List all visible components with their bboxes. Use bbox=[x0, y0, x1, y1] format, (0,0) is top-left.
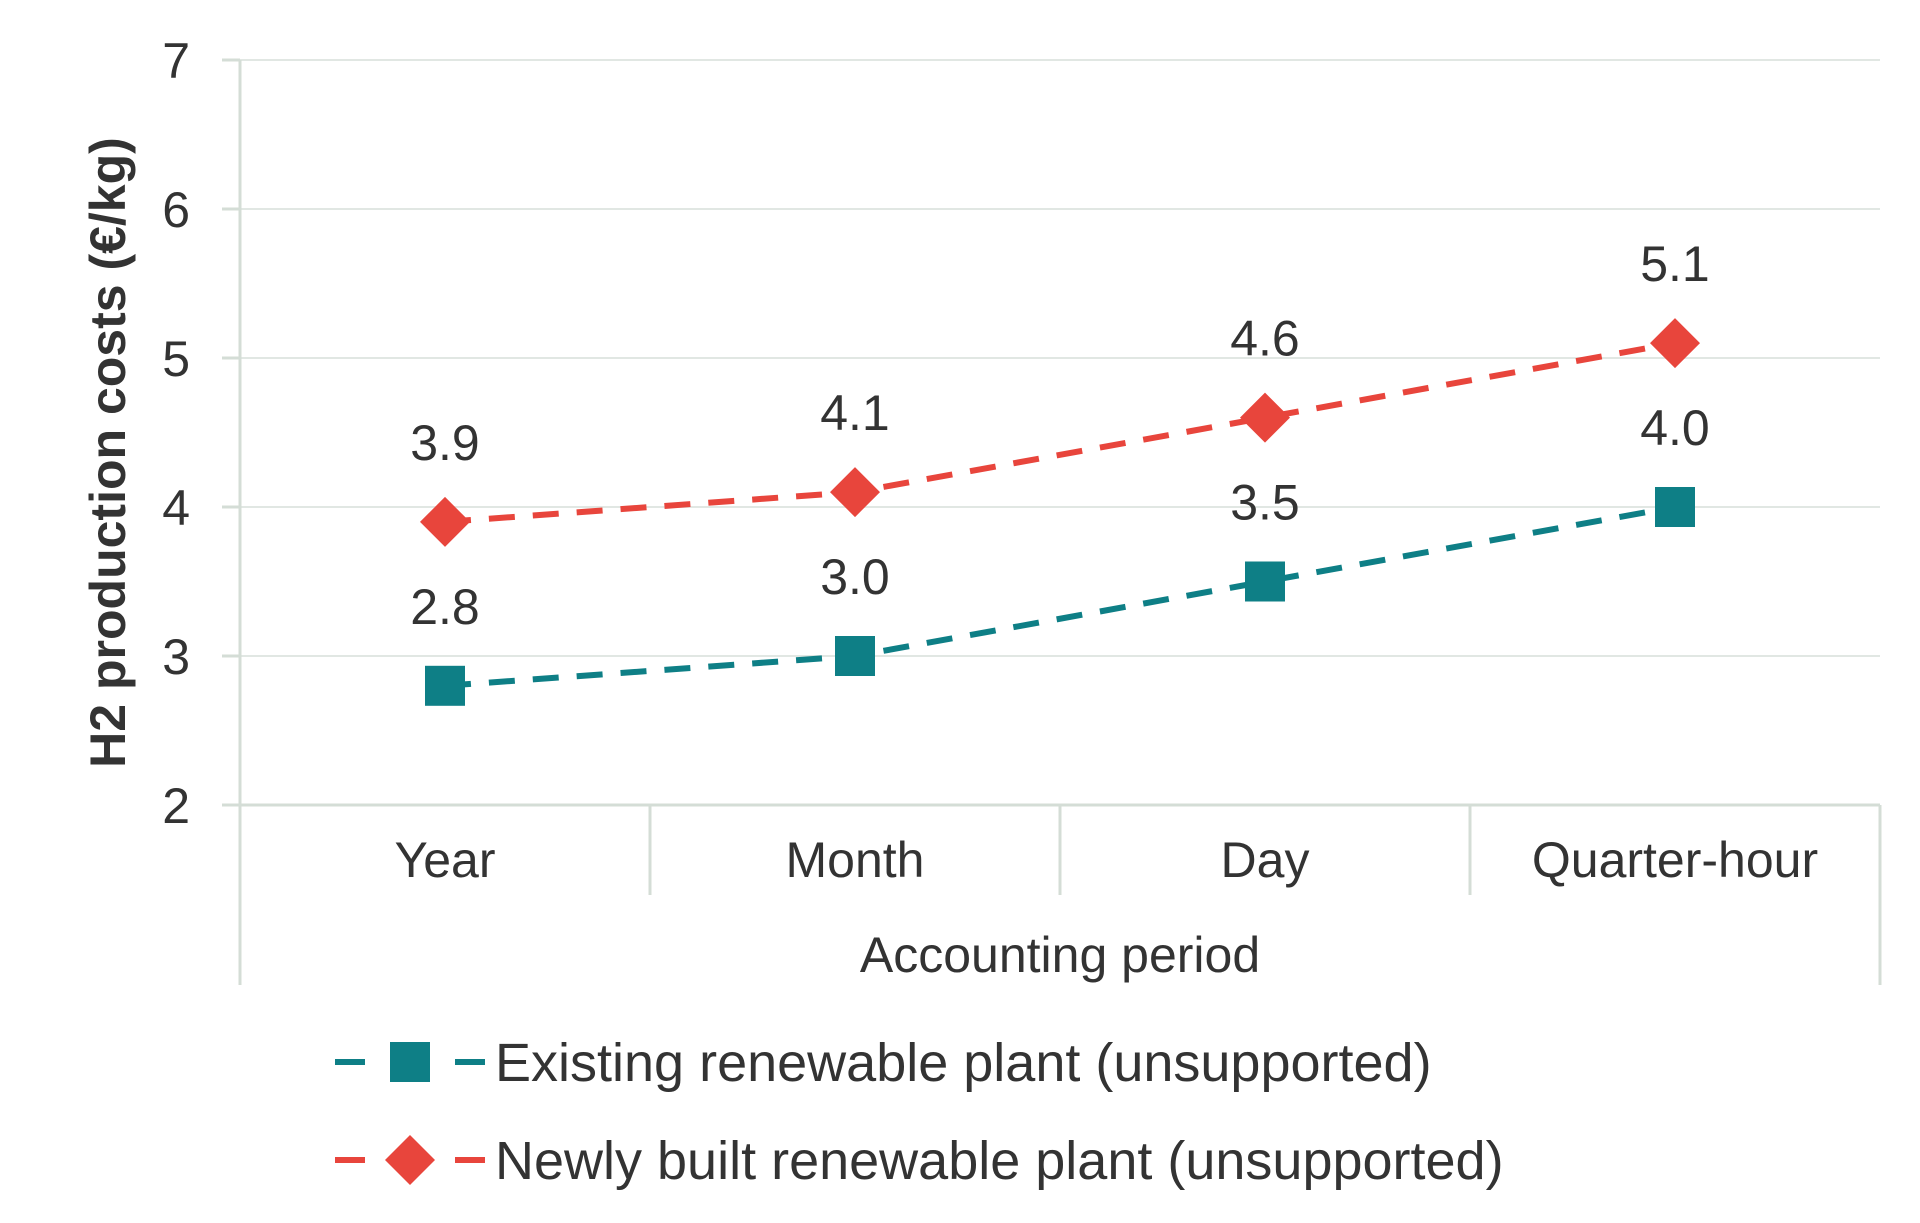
series-newly-built: 3.9 4.1 4.6 5.1 bbox=[410, 236, 1710, 547]
legend-item-existing: Existing renewable plant (unsupported) bbox=[335, 1033, 1432, 1093]
y-tick-label: 7 bbox=[162, 33, 190, 89]
data-label-newly-built: 4.6 bbox=[1230, 311, 1300, 367]
gridlines bbox=[240, 59, 1880, 657]
y-tick-label: 3 bbox=[162, 629, 190, 685]
data-point-existing bbox=[425, 665, 465, 706]
data-point-newly-built bbox=[1240, 392, 1290, 443]
series: 2.8 3.0 3.5 4.0 3.9 4.1 4.6 5.1 bbox=[410, 236, 1710, 706]
series-existing: 2.8 3.0 3.5 4.0 bbox=[410, 400, 1710, 706]
y-tick-label: 4 bbox=[162, 480, 190, 536]
x-axis-ticks: Year Month Day Quarter-hour bbox=[394, 832, 1818, 888]
data-point-existing bbox=[1655, 487, 1695, 527]
y-tick-label: 2 bbox=[162, 778, 190, 834]
axes bbox=[222, 58, 1882, 985]
data-point-newly-built bbox=[830, 467, 880, 518]
legend-marker bbox=[385, 1135, 435, 1185]
data-label-newly-built: 5.1 bbox=[1640, 236, 1710, 292]
y-tick-label: 6 bbox=[162, 182, 190, 238]
data-label-existing: 3.5 bbox=[1230, 475, 1300, 531]
data-label-newly-built: 3.9 bbox=[410, 415, 480, 471]
legend-marker bbox=[390, 1042, 430, 1082]
x-tick-label: Year bbox=[394, 832, 495, 888]
series-line-newly-built bbox=[444, 340, 1676, 525]
data-label-newly-built: 4.1 bbox=[820, 385, 890, 441]
x-tick-label: Month bbox=[786, 832, 925, 888]
data-label-existing: 2.8 bbox=[410, 579, 480, 635]
x-tick-label: Quarter-hour bbox=[1532, 832, 1818, 888]
legend-label: Existing renewable plant (unsupported) bbox=[495, 1033, 1432, 1093]
x-axis-title: Accounting period bbox=[860, 927, 1260, 983]
legend: Existing renewable plant (unsupported) Ne… bbox=[335, 1033, 1504, 1191]
data-point-existing bbox=[835, 636, 875, 676]
legend-label: Newly built renewable plant (unsupported… bbox=[495, 1131, 1504, 1191]
data-label-existing: 4.0 bbox=[1640, 400, 1710, 456]
series-line-existing bbox=[444, 504, 1676, 689]
data-point-existing bbox=[1245, 561, 1285, 602]
data-point-newly-built bbox=[1650, 318, 1700, 369]
x-tick-label: Day bbox=[1221, 832, 1310, 888]
y-tick-label: 5 bbox=[162, 331, 190, 387]
y-axis-title: H2 production costs (€/kg) bbox=[80, 137, 136, 768]
y-axis-ticks: 2 3 4 5 6 7 bbox=[162, 33, 190, 834]
legend-item-newly-built: Newly built renewable plant (unsupported… bbox=[335, 1131, 1504, 1191]
data-point-newly-built bbox=[420, 496, 470, 547]
data-label-existing: 3.0 bbox=[820, 549, 890, 605]
